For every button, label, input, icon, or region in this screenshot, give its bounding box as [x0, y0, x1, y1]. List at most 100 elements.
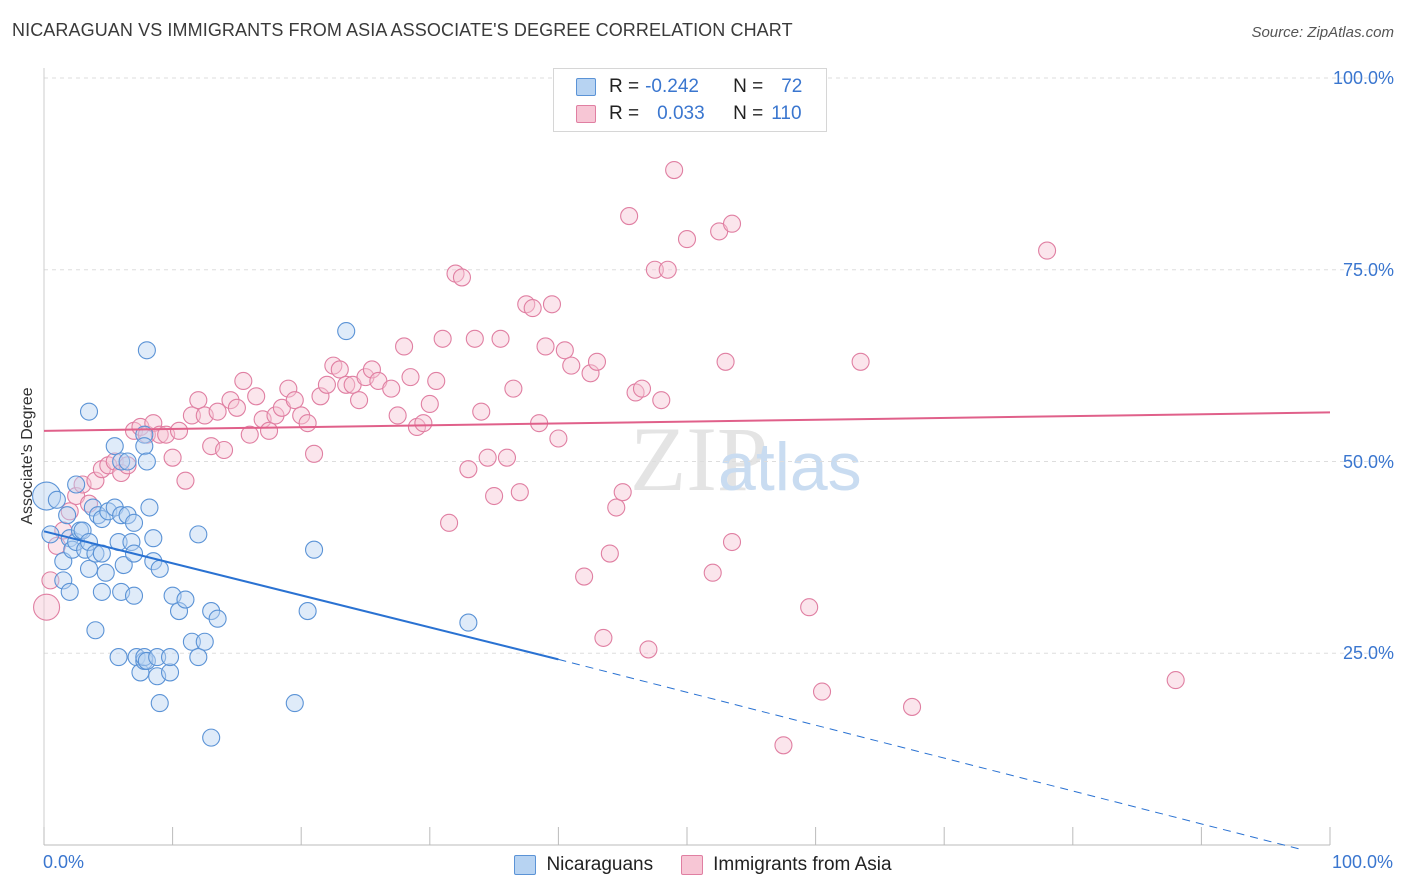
nicaraguans-point [32, 481, 62, 511]
asia-point [581, 364, 600, 383]
nicaraguans-point [285, 694, 304, 713]
nicaraguans-point [79, 402, 99, 421]
watermark-zip: ZIP [630, 408, 768, 510]
nicaraguans-point [459, 613, 478, 632]
watermark-atlas: atlas [718, 429, 862, 505]
asia-trend-line [43, 411, 1331, 432]
nicaraguans-point [337, 322, 356, 341]
asia-point [1038, 241, 1057, 260]
nicaraguans-point [105, 437, 124, 456]
nicaraguans-point [202, 728, 221, 747]
r-label: R = [609, 103, 640, 124]
n-value: 72 [781, 76, 803, 97]
asia-point [311, 387, 330, 406]
nicaraguans-point [92, 582, 111, 601]
nicaraguans-point [124, 513, 144, 532]
n-label: N = [733, 76, 764, 97]
asia-point [362, 360, 381, 379]
nicaraguans-point [195, 632, 214, 651]
asia-point [433, 329, 452, 348]
n-label: N = [733, 103, 764, 124]
nicaraguans-point [150, 694, 169, 713]
asia-point [465, 329, 484, 348]
asia-point [33, 593, 61, 621]
asia-point [658, 260, 677, 279]
n-value: 110 [771, 103, 802, 124]
asia-point [555, 341, 574, 360]
asia-point [485, 486, 504, 506]
asia-point [722, 532, 742, 552]
asia-point [504, 379, 523, 398]
legend-item-immigrants-from-asia[interactable]: Immigrants from Asia [681, 854, 892, 876]
x-tick-label-min: 0.0% [43, 852, 85, 872]
nicaraguans-point [202, 602, 221, 621]
asia-point [279, 379, 298, 398]
asia-point [350, 391, 369, 410]
asia-point [677, 230, 697, 249]
asia-point [575, 567, 594, 586]
nicaraguans-point [298, 602, 317, 621]
asia-point [452, 268, 472, 287]
nicaraguans-point [137, 651, 156, 670]
nicaraguans-point [73, 521, 92, 540]
asia-point [247, 387, 266, 406]
trend-lines [43, 411, 1331, 850]
asia-point [620, 207, 639, 226]
legend-item-nicaraguans[interactable]: Nicaraguans [514, 854, 653, 876]
asia-point [298, 414, 317, 433]
nicaraguans-point [189, 648, 208, 667]
asia-swatch [576, 105, 596, 123]
nicaraguans-point [176, 590, 195, 609]
data-points [32, 160, 1185, 755]
nicaraguans-point [208, 609, 227, 628]
nicaraguans-point [135, 437, 154, 456]
asia-point [176, 471, 195, 490]
asia-point [542, 295, 562, 314]
asia-point [523, 299, 542, 318]
asia-point [774, 736, 793, 755]
asia-point [388, 406, 407, 425]
asia-point [395, 337, 414, 356]
asia-point [587, 352, 607, 371]
nicaraguans-point [140, 498, 159, 517]
asia-point [86, 471, 105, 490]
stats-box: R = -0.242 N = 72 R = 0.033 N = 110 [553, 68, 827, 132]
asia-point [607, 498, 626, 517]
nicaraguans-point [92, 509, 111, 529]
nicaraguans-legend-swatch [514, 855, 537, 875]
y-tick-label: 50.0% [1342, 451, 1394, 472]
nicaraguans-swatch [576, 78, 596, 96]
axes [43, 68, 1331, 846]
asia-point [163, 448, 182, 467]
asia-point [549, 429, 568, 448]
nicaraguans-point [118, 452, 137, 471]
asia-point [234, 371, 253, 391]
asia-point [812, 682, 832, 701]
y-tick-label: 25.0% [1342, 643, 1394, 664]
asia-point [632, 379, 652, 398]
asia-point [420, 394, 439, 414]
legend: Nicaraguans Immigrants from Asia [0, 852, 1406, 878]
nicaraguans-point [79, 559, 99, 578]
nicaraguans-point [160, 663, 180, 682]
nicaraguans-point [118, 506, 137, 525]
asia-point [902, 697, 922, 716]
asia-point [703, 563, 722, 582]
asia-point [536, 337, 555, 356]
asia-point [497, 448, 517, 467]
y-tick-label: 75.0% [1342, 259, 1394, 280]
nicaraguans-point [131, 663, 150, 682]
asia-point [382, 379, 401, 398]
asia-point [414, 414, 433, 433]
nicaraguans-point [124, 586, 144, 605]
asia-point [639, 640, 658, 659]
nicaraguans-point [305, 540, 324, 559]
nicaraguans-point [182, 632, 201, 651]
asia-point [266, 406, 285, 425]
asia-point [613, 483, 632, 502]
asia-point [221, 391, 240, 410]
asia-point [292, 406, 311, 425]
nicaraguans-point [86, 621, 105, 640]
asia-point [440, 513, 459, 532]
